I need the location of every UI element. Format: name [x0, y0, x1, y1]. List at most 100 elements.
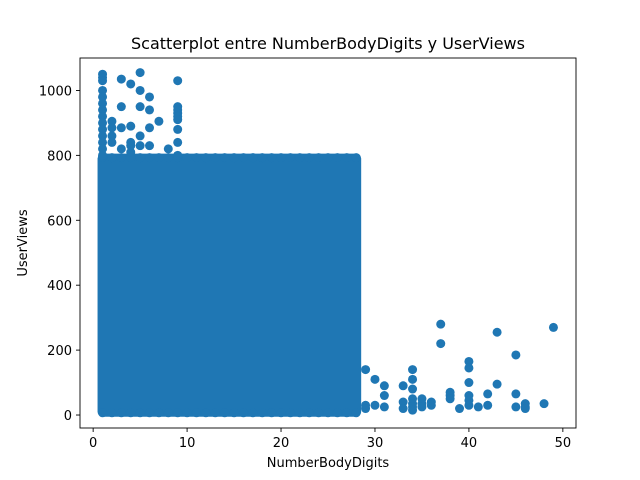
scatter-point — [408, 384, 418, 394]
scatter-point — [220, 408, 230, 418]
x-tick-label: 0 — [89, 436, 97, 451]
y-tick-label: 0 — [64, 409, 72, 424]
scatter-point — [107, 116, 117, 126]
scatter-point — [116, 408, 126, 418]
plot-frame — [79, 57, 577, 429]
scatter-point — [276, 408, 286, 418]
scatter-point — [267, 408, 277, 418]
scatter-point — [201, 153, 211, 163]
scatter-point — [548, 322, 558, 332]
scatter-point — [238, 153, 248, 163]
scatter-point — [342, 153, 352, 163]
scatter-point — [163, 144, 173, 154]
y-tick-label: 600 — [47, 214, 72, 229]
scatter-point — [492, 379, 502, 389]
scatter-point — [304, 408, 314, 418]
scatter-point — [145, 105, 155, 115]
scatter-point — [332, 153, 342, 163]
x-axis-label: NumberBodyDigits — [267, 456, 390, 471]
scatter-point — [98, 85, 108, 95]
scatter-point — [323, 153, 333, 163]
scatter-point — [464, 363, 474, 373]
dense-point-cloud — [97, 153, 362, 417]
scatter-point — [379, 381, 389, 391]
scatter-point — [145, 408, 155, 418]
scatter-point — [135, 131, 145, 141]
scatter-point — [173, 115, 183, 125]
scatter-point — [511, 402, 521, 412]
scatter-point — [145, 92, 155, 102]
scatter-point — [145, 123, 155, 133]
scatter-point — [342, 408, 352, 418]
chart-title: Scatterplot entre NumberBodyDigits y Use… — [131, 34, 525, 53]
scatter-point — [267, 153, 277, 163]
scatter-point — [408, 374, 418, 384]
points-layer — [97, 68, 558, 418]
scatter-point — [220, 153, 230, 163]
scatter-point — [539, 399, 549, 409]
y-tick-label: 1000 — [39, 84, 72, 99]
scatter-point — [361, 404, 371, 414]
scatter-point — [98, 98, 108, 108]
scatter-point — [285, 153, 295, 163]
scatter-point — [295, 153, 305, 163]
scatter-point — [323, 408, 333, 418]
scatter-point — [408, 365, 418, 375]
scatter-point — [210, 408, 220, 418]
scatter-point — [107, 408, 117, 418]
x-tick-label: 40 — [461, 436, 478, 451]
scatter-point — [107, 137, 117, 147]
scatter-point — [248, 153, 258, 163]
y-tick-label: 200 — [47, 344, 72, 359]
scatter-point — [464, 400, 474, 410]
scatter-point — [379, 402, 389, 412]
scatter-point — [370, 374, 380, 384]
scatter-point — [107, 123, 117, 133]
scatter-point — [361, 365, 371, 375]
scatter-point — [379, 391, 389, 401]
scatter-point — [464, 356, 474, 366]
scatter-point — [182, 408, 192, 418]
scatter-point — [116, 123, 126, 133]
scatter-point — [511, 350, 521, 360]
scatter-point — [314, 408, 324, 418]
scatter-point — [257, 153, 267, 163]
scatter-point — [135, 102, 145, 112]
scatter-point — [173, 124, 183, 134]
scatter-point — [520, 404, 530, 414]
scatter-point — [116, 74, 126, 84]
scatter-point — [98, 131, 108, 141]
y-tick-label: 800 — [47, 149, 72, 164]
scatter-point — [173, 408, 183, 418]
y-tick-label: 400 — [47, 279, 72, 294]
scatter-point — [229, 408, 239, 418]
scatter-point — [276, 153, 286, 163]
scatter-point — [426, 400, 436, 410]
scatter-point — [191, 408, 201, 418]
scatter-point — [295, 408, 305, 418]
scatter-point — [98, 124, 108, 134]
scatter-point — [98, 137, 108, 147]
scatter-point — [154, 408, 164, 418]
x-tick-label: 10 — [179, 436, 196, 451]
scatter-point — [107, 153, 117, 163]
scatter-point — [145, 141, 155, 151]
scatter-point — [154, 153, 164, 163]
scatter-point — [511, 389, 521, 399]
scatter-point — [408, 405, 418, 415]
scatter-point — [398, 404, 408, 414]
scatter-point — [173, 137, 183, 147]
scatter-point — [98, 150, 108, 160]
scatter-point — [98, 105, 108, 115]
x-tick-label: 30 — [367, 436, 384, 451]
scatter-point — [135, 153, 145, 163]
scatter-point — [229, 153, 239, 163]
scatter-point — [464, 378, 474, 388]
scatter-point — [436, 319, 446, 329]
scatter-point — [351, 408, 361, 418]
scatter-point — [98, 92, 108, 102]
scatter-point — [332, 408, 342, 418]
scatter-point — [201, 408, 211, 418]
scatter-point — [116, 153, 126, 163]
scatter-point — [126, 79, 136, 89]
